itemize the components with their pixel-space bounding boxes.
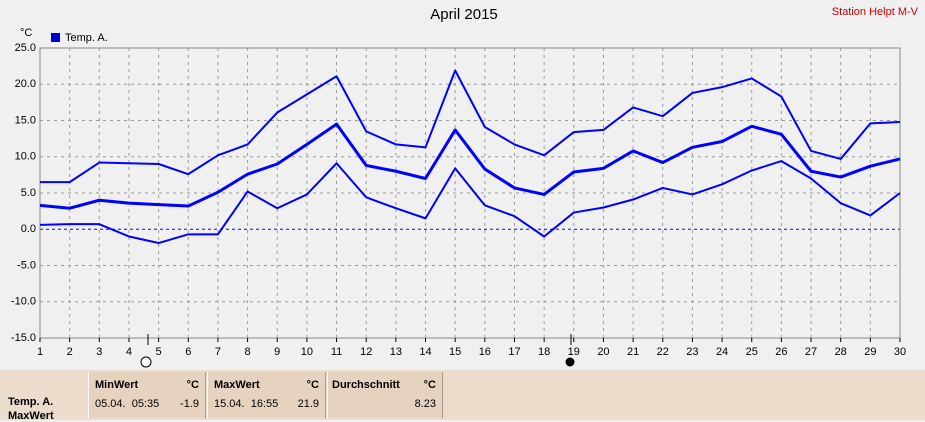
x-tick-label: 12 bbox=[360, 346, 372, 358]
x-tick-label: 10 bbox=[301, 346, 313, 358]
y-tick-label: 10.0 bbox=[15, 151, 36, 163]
x-tick-label: 30 bbox=[894, 346, 906, 358]
x-tick-label: 8 bbox=[245, 346, 251, 358]
legend-label: Temp. A. bbox=[65, 32, 108, 44]
x-tick-label: 25 bbox=[746, 346, 758, 358]
x-tick-label: 20 bbox=[597, 346, 609, 358]
x-tick-label: 26 bbox=[775, 346, 787, 358]
avg-box: Durchschnitt °C 8.23 bbox=[327, 372, 443, 418]
value: 8.23 bbox=[414, 398, 436, 410]
x-tick-label: 16 bbox=[479, 346, 491, 358]
x-tick-label: 18 bbox=[538, 346, 550, 358]
x-tick-label: 6 bbox=[185, 346, 191, 358]
x-tick-label: 19 bbox=[568, 346, 580, 358]
high-line bbox=[40, 69, 901, 184]
x-tick-label: 24 bbox=[716, 346, 728, 358]
header: MaxWert bbox=[214, 379, 260, 391]
unit: °C bbox=[186, 379, 199, 391]
summary-sensor-sub: MaxWert bbox=[8, 410, 54, 422]
header: MinWert bbox=[95, 379, 139, 391]
y-tick-label: -15.0 bbox=[11, 332, 36, 344]
x-tick-label: 1 bbox=[37, 346, 43, 358]
y-tick-label: 25.0 bbox=[15, 42, 36, 54]
station-label: Station Helpt M-V bbox=[832, 6, 919, 18]
x-tick-label: 23 bbox=[686, 346, 698, 358]
header: Durchschnitt bbox=[332, 379, 400, 391]
x-tick-label: 22 bbox=[657, 346, 669, 358]
x-tick-label: 28 bbox=[835, 346, 847, 358]
low-line bbox=[39, 160, 901, 245]
value: 21.9 bbox=[297, 398, 319, 410]
x-tick-label: 4 bbox=[126, 346, 132, 358]
y-tick-label: -5.0 bbox=[17, 259, 36, 271]
x-tick-label: 9 bbox=[274, 346, 280, 358]
unit: °C bbox=[423, 379, 436, 391]
time: 15.04. 16:55 bbox=[214, 398, 279, 410]
x-tick-label: 3 bbox=[96, 346, 102, 358]
chart: April 2015 Station Helpt M-V °C Temp. A.… bbox=[11, 6, 919, 368]
min-box: MinWert °C 05.04. 05:35 -1.9 bbox=[88, 372, 206, 418]
x-tick-label: 7 bbox=[215, 346, 221, 358]
time: 05.04. 05:35 bbox=[95, 398, 160, 410]
y-tick-label: -10.0 bbox=[11, 296, 36, 308]
y-tick-label: 5.0 bbox=[21, 187, 36, 199]
y-unit: °C bbox=[20, 27, 32, 39]
x-tick-label: 13 bbox=[390, 346, 402, 358]
legend-swatch bbox=[51, 33, 60, 42]
x-tick-label: 15 bbox=[449, 346, 461, 358]
unit: °C bbox=[306, 379, 319, 391]
x-tick-label: 2 bbox=[67, 346, 73, 358]
x-tick-label: 11 bbox=[331, 346, 342, 358]
y-tick-label: 0.0 bbox=[21, 223, 36, 235]
summary-panel: Temp. A. MaxWert MinWert °C 05.04. 05:35… bbox=[0, 370, 925, 422]
mean-line bbox=[39, 122, 901, 210]
x-tick-label: 17 bbox=[508, 346, 520, 358]
x-tick-label: 14 bbox=[419, 346, 431, 358]
summary-sensor: Temp. A. bbox=[8, 396, 54, 408]
x-tick-label: 5 bbox=[156, 346, 162, 358]
max-box: MaxWert °C 15.04. 16:55 21.9 bbox=[207, 372, 326, 418]
chart-title: April 2015 bbox=[430, 6, 498, 23]
value: -1.9 bbox=[180, 398, 199, 410]
y-tick-label: 20.0 bbox=[15, 78, 36, 90]
max-marker bbox=[565, 357, 575, 367]
y-tick-label: 15.0 bbox=[15, 114, 36, 126]
x-tick-label: 21 bbox=[627, 346, 639, 358]
x-tick-label: 29 bbox=[864, 346, 876, 358]
min-marker bbox=[140, 356, 152, 368]
x-tick-label: 27 bbox=[805, 346, 817, 358]
